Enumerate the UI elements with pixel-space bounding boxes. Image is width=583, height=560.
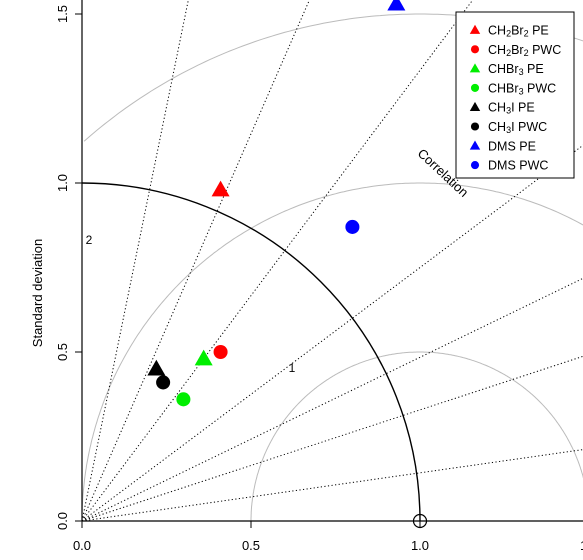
data-points [147, 0, 406, 407]
y-tick-label: 0.5 [55, 343, 70, 361]
legend-label-dms-pwc: DMS PWC [488, 159, 548, 173]
correlation-radial [81, 0, 189, 522]
rms-contour [81, 182, 583, 521]
rms-label: 1 [289, 361, 296, 375]
x-tick-label: 1.5 [580, 538, 583, 553]
y-tick-label: 0.0 [55, 512, 70, 530]
x-tick-label: 0.0 [73, 538, 91, 553]
legend-label-dms-pe: DMS PE [488, 139, 536, 153]
legend-label-ch2br2-pe: CH2Br2 PE [488, 24, 549, 39]
correlation-radial [81, 449, 583, 522]
y-axis: 0.00.51.01.52.02.5 [55, 5, 82, 530]
point-dms-pe [387, 0, 406, 11]
legend: CH2Br2 PE CH2Br2 PWC CHBr3 PE CHBr3 PWC CH3I… [455, 11, 575, 179]
point-chbr3-pwc [176, 392, 191, 407]
legend-marker-dms-pe [469, 140, 481, 150]
legend-marker-ch2br2-pe [469, 24, 481, 34]
legend-label-chbr3-pwc: CHBr3 PWC [488, 81, 556, 96]
legend-label-chbr3-pe: CHBr3 PE [488, 62, 544, 77]
legend-marker-ch2br2-pwc [470, 45, 480, 54]
legend-marker-ch3i-pe [469, 101, 481, 112]
y-tick-label: 1.0 [55, 174, 70, 192]
point-ch3i-pe [147, 359, 166, 376]
x-axis: 0.00.51.01.52.02.5 [73, 521, 583, 553]
rms-contour [83, 13, 583, 142]
y-axis-label: Standard deviation [30, 239, 45, 347]
correlation-radial [81, 0, 310, 522]
point-ch3i-pwc [156, 375, 171, 390]
legend-label-ch2br2-pwc: CH2Br2 PWC [488, 43, 561, 58]
rms-label: 2 [86, 233, 93, 247]
legend-marker-ch3i-pwc [470, 122, 480, 131]
point-chbr3-pe [194, 349, 213, 366]
point-ch2br2-pwc [213, 344, 228, 360]
plot-frame [81, 0, 583, 529]
x-tick-label: 1.0 [411, 538, 429, 553]
rms-contour [250, 351, 583, 521]
y-tick-label: 1.5 [55, 5, 70, 23]
correlation-radial [81, 277, 583, 522]
rms-contours: 12 [81, 13, 583, 521]
point-dms-pwc [345, 219, 360, 234]
legend-marker-chbr3-pe [469, 63, 481, 73]
legend-box [455, 11, 575, 179]
reference-sd-arc [81, 182, 421, 522]
legend-label-ch3i-pwc: CH3I PWC [488, 120, 547, 135]
legend-marker-dms-pwc [470, 161, 480, 170]
x-tick-label: 0.5 [242, 538, 260, 553]
legend-label-ch3i-pe: CH3I PE [488, 101, 535, 116]
point-ch2br2-pe [211, 180, 230, 197]
legend-marker-chbr3-pwc [470, 83, 480, 92]
